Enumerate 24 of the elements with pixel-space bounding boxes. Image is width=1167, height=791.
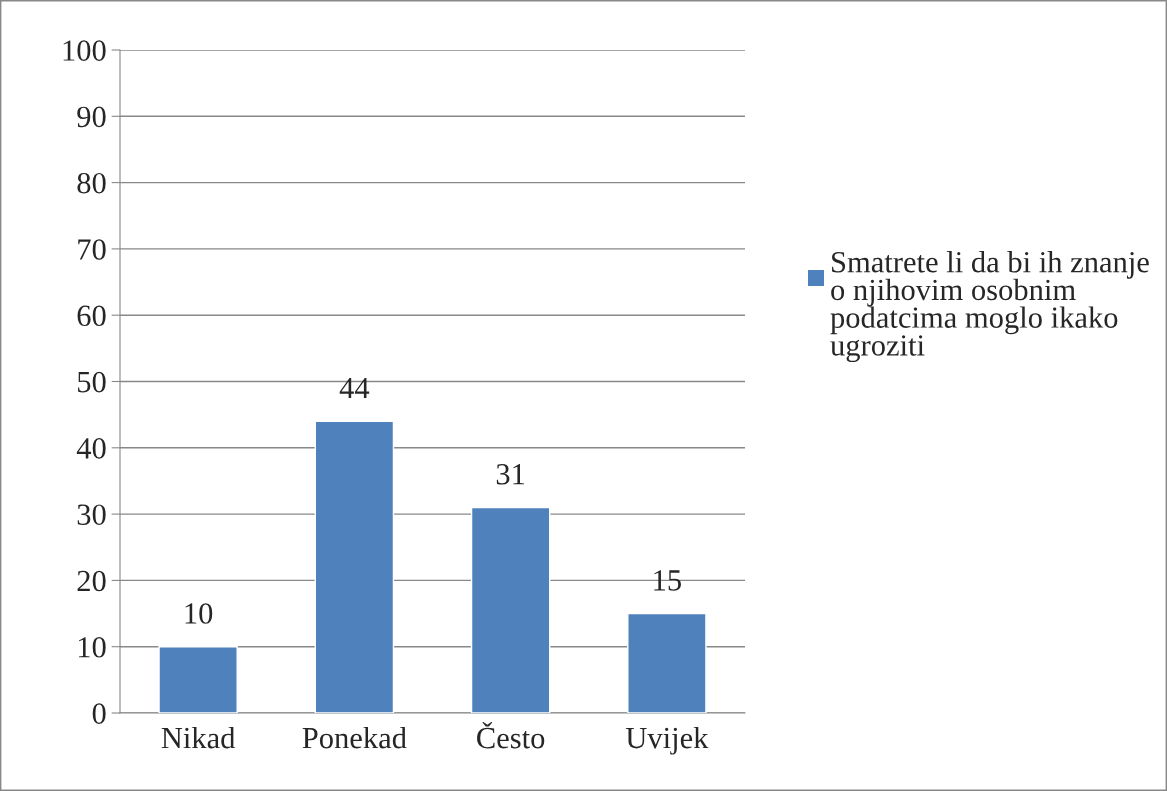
data-label: 15 (654, 570, 681, 591)
x-tick-label: Ponekad (302, 726, 407, 749)
y-tick-label: 50 (78, 371, 106, 393)
y-tick-label: 80 (77, 172, 106, 194)
bar (470, 506, 551, 713)
y-tick-label: 30 (77, 504, 106, 525)
y-tick-label: 90 (77, 106, 106, 128)
bar (314, 420, 395, 713)
y-tick-label: 20 (77, 570, 106, 592)
bar (627, 612, 707, 713)
x-tick-label: Nikad (161, 726, 236, 749)
y-tick-label: 70 (78, 239, 106, 260)
bar (158, 646, 238, 713)
y-tick-label: 40 (76, 438, 106, 459)
y-tick-label: 0 (92, 703, 106, 724)
x-tick-label: Uvijek (625, 726, 709, 755)
x-tick-label: Često (477, 721, 545, 749)
legend-label: Smatrete li da bi ih znanje o njihovim osobnim podatcima moglo ikako ugroziti (830, 251, 1149, 363)
data-label: 10 (185, 603, 213, 624)
y-tick-label: 10 (78, 636, 106, 658)
y-tick-label: 100 (63, 40, 106, 61)
y-tick-label: 60 (77, 305, 106, 327)
data-label: 44 (339, 377, 370, 399)
data-label: 31 (496, 464, 525, 485)
